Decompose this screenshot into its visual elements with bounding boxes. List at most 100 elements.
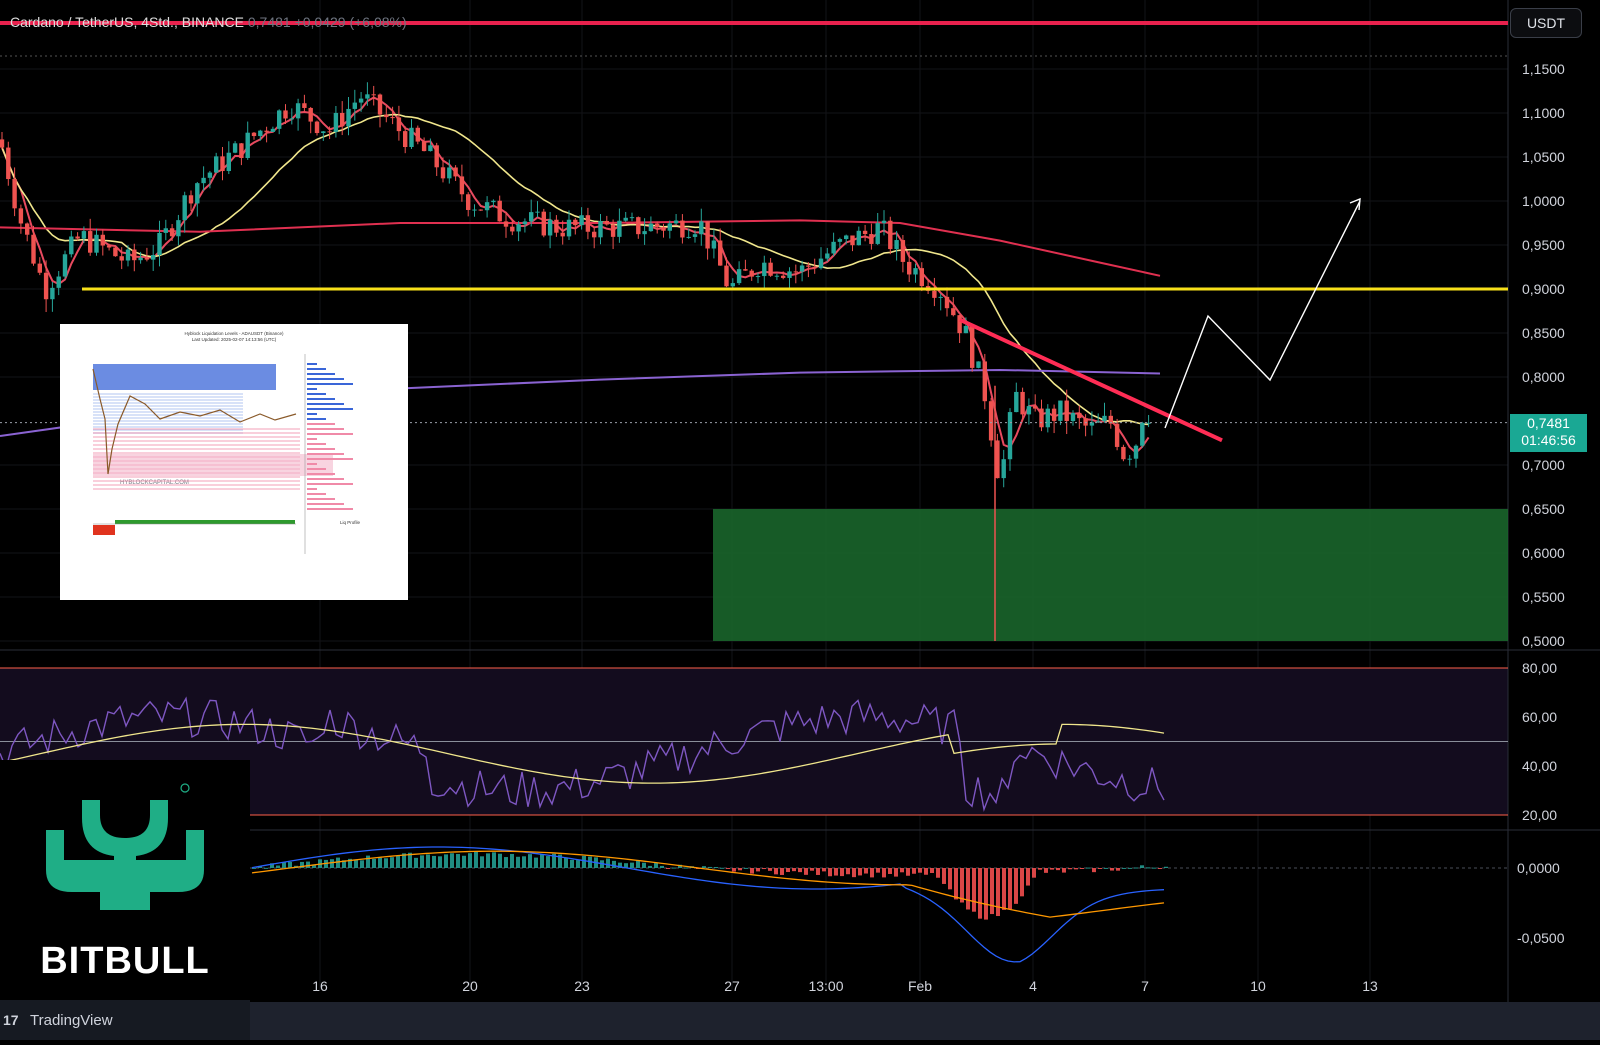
candle-body: [1051, 408, 1057, 421]
candle-body: [125, 249, 131, 261]
candle-body: [201, 177, 206, 184]
candle-body: [119, 256, 124, 261]
price-axis-label: 0,6500: [1522, 501, 1565, 517]
time-axis-label: 23: [574, 978, 590, 994]
macd-histogram-bar: [834, 868, 838, 876]
macd-histogram-bar: [720, 867, 724, 869]
inset-watermark: HYBLOCKCAPITAL.COM: [120, 480, 189, 486]
macd-histogram-bar: [636, 860, 640, 868]
macd-histogram-bar: [954, 868, 958, 900]
projection-arrow-icon: [1349, 197, 1361, 211]
candle-body: [69, 236, 74, 255]
candle-body: [554, 219, 559, 233]
macd-histogram-bar: [282, 862, 286, 868]
candle-body: [340, 112, 345, 127]
macd-signal-line: [251, 850, 1165, 918]
macd-histogram-bar: [1110, 868, 1114, 871]
macd-histogram-bar: [414, 857, 418, 868]
macd-histogram-bar: [1032, 868, 1036, 878]
macd-axis-label: -0,0500: [1517, 930, 1565, 946]
macd-pane: [250, 846, 1508, 963]
candle-body: [453, 167, 458, 177]
tradingview-footer[interactable]: 17 TradingView: [0, 1000, 250, 1040]
candle-body: [648, 223, 654, 232]
candle-body: [188, 195, 194, 204]
macd-histogram-bar: [276, 865, 280, 868]
candle-body: [592, 231, 597, 238]
candle-body: [585, 215, 591, 232]
current-price-value: 0,7481: [1527, 415, 1570, 431]
macd-histogram-bar: [870, 868, 874, 878]
candle-body: [1058, 400, 1063, 421]
candle-body: [1108, 415, 1113, 424]
macd-histogram-bar: [1014, 868, 1018, 904]
candle-body: [623, 217, 628, 221]
candle-body: [144, 257, 150, 260]
candle-body: [302, 103, 307, 108]
macd-histogram-bar: [426, 854, 430, 868]
candle-body: [18, 208, 24, 224]
candle-body: [1140, 422, 1145, 446]
macd-histogram-bar: [942, 868, 946, 884]
candle-body: [390, 117, 395, 119]
macd-histogram-bar: [582, 855, 586, 868]
price-change: +0,0429 (+6,08%): [294, 14, 407, 30]
macd-histogram-bar: [270, 863, 274, 868]
candle-body: [113, 247, 118, 257]
macd-histogram-bar: [882, 868, 886, 878]
candle-body: [900, 240, 906, 262]
macd-histogram-bar: [738, 868, 742, 871]
symbol-header[interactable]: Cardano / TetherUS, 4Std., BINANCE 0,748…: [10, 14, 407, 30]
macd-histogram-bar: [546, 856, 550, 868]
candle-body: [1070, 412, 1076, 422]
price-axis-label: 0,5000: [1522, 633, 1565, 649]
candle-body: [598, 220, 603, 238]
price-axis-label: 0,5500: [1522, 589, 1565, 605]
time-axis-label: Feb: [908, 978, 932, 994]
candle-body: [907, 261, 912, 275]
candle-body: [157, 232, 162, 256]
candle-body: [289, 118, 294, 120]
candle-body: [314, 121, 320, 134]
macd-histogram-bar: [252, 867, 256, 869]
macd-histogram-bar: [258, 865, 262, 868]
macd-histogram-bar: [438, 856, 442, 868]
macd-histogram-bar: [858, 868, 862, 876]
candle-body: [932, 290, 937, 298]
currency-button[interactable]: USDT: [1510, 8, 1582, 38]
macd-histogram-bar: [570, 859, 574, 868]
macd-histogram-bar: [1008, 868, 1012, 910]
candle-body: [346, 108, 351, 127]
macd-histogram-bar: [360, 860, 364, 868]
macd-histogram-bar: [828, 868, 832, 877]
macd-histogram-bar: [372, 858, 376, 868]
candle-body: [459, 176, 465, 195]
candle-body: [226, 152, 231, 172]
candle-body: [270, 128, 276, 132]
macd-histogram-bar: [714, 867, 718, 869]
candle-body: [50, 287, 55, 300]
candle-body: [787, 271, 792, 278]
candle-body: [1089, 422, 1095, 426]
candle-body: [869, 234, 874, 244]
candle-body: [277, 110, 282, 129]
macd-histogram-bar: [726, 868, 730, 869]
inset-long-liq-band: [93, 454, 333, 476]
macd-histogram-bar: [462, 855, 466, 868]
macd-histogram-bar: [1092, 868, 1096, 873]
price-axis-label: 1,0500: [1522, 149, 1565, 165]
candle-body: [888, 220, 893, 250]
macd-histogram-bar: [306, 861, 310, 868]
candle-body: [283, 110, 288, 119]
macd-histogram-bar: [558, 854, 562, 868]
candle-body: [258, 130, 263, 137]
candle-body: [970, 326, 975, 368]
candle-body: [12, 179, 17, 209]
candle-body: [573, 219, 578, 226]
macd-histogram-bar: [402, 853, 406, 868]
macd-histogram-bar: [864, 868, 868, 874]
macd-histogram-bar: [1098, 868, 1102, 869]
candle-body: [856, 230, 861, 246]
